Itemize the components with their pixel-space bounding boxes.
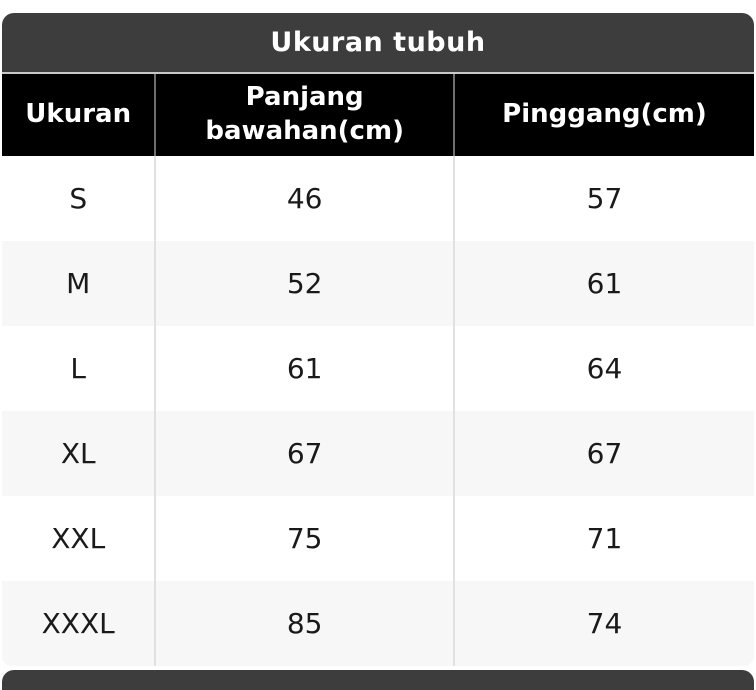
panjang-cell: 85 xyxy=(154,581,454,666)
panjang-cell: 67 xyxy=(154,411,454,496)
col-header-pinggang: Pinggang(cm) xyxy=(452,74,754,156)
pinggang-cell: 67 xyxy=(452,411,754,496)
pinggang-cell: 61 xyxy=(452,241,754,326)
next-section-bar-partial xyxy=(2,670,754,690)
pinggang-cell: 57 xyxy=(452,156,754,241)
table-row-s: S 46 57 xyxy=(2,156,754,241)
table-row-l: L 61 64 xyxy=(2,326,754,411)
size-cell: M xyxy=(2,241,156,326)
size-table-header: Ukuran Panjang bawahan(cm) Pinggang(cm) xyxy=(2,74,754,156)
panjang-cell: 61 xyxy=(154,326,454,411)
header-row: Ukuran Panjang bawahan(cm) Pinggang(cm) xyxy=(2,74,754,156)
panjang-cell: 46 xyxy=(154,156,454,241)
size-cell: XL xyxy=(2,411,156,496)
title-divider xyxy=(2,72,754,74)
size-chart-title: Ukuran tubuh xyxy=(2,13,754,72)
col-header-panjang-bawahan: Panjang bawahan(cm) xyxy=(154,74,454,156)
panjang-cell: 75 xyxy=(154,496,454,581)
size-cell: L xyxy=(2,326,156,411)
table-row-xxl: XXL 75 71 xyxy=(2,496,754,581)
size-cell: XXXL xyxy=(2,581,156,666)
table-row-m: M 52 61 xyxy=(2,241,754,326)
size-cell: S xyxy=(2,156,156,241)
table-row-xl: XL 67 67 xyxy=(2,411,754,496)
table-row-xxxl: XXXL 85 74 xyxy=(2,581,754,666)
size-chart-card: Ukuran tubuh Ukuran Panjang bawahan(cm) … xyxy=(2,13,754,666)
pinggang-cell: 74 xyxy=(452,581,754,666)
size-cell: XXL xyxy=(2,496,156,581)
pinggang-cell: 64 xyxy=(452,326,754,411)
col-header-ukuran: Ukuran xyxy=(2,74,156,156)
size-table: Ukuran Panjang bawahan(cm) Pinggang(cm) … xyxy=(2,74,754,666)
panjang-cell: 52 xyxy=(154,241,454,326)
pinggang-cell: 71 xyxy=(452,496,754,581)
size-table-body: S 46 57 M 52 61 L 61 64 XL 67 67 XXL 75 xyxy=(2,156,754,666)
